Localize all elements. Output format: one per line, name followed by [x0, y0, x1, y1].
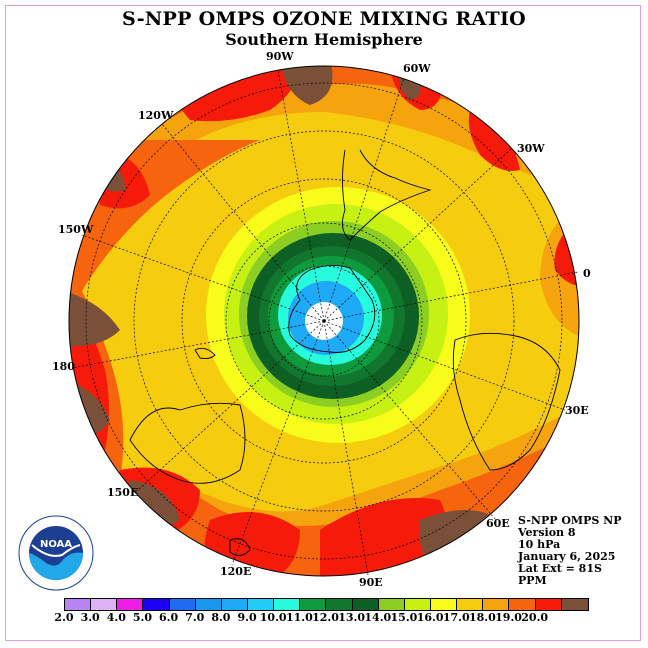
colorbar-tick-label: 10.0: [259, 611, 287, 624]
lon-label-90w: 90W: [266, 50, 294, 63]
colorbar-tick-label: 16.0: [416, 611, 444, 624]
lon-label-30e: 30E: [565, 404, 589, 417]
colorbar-tick-label: 20.0: [521, 611, 549, 624]
colorbar: [64, 598, 589, 611]
island-coast: [229, 538, 251, 556]
colorbar-swatch: [169, 599, 196, 610]
info-instrument: S-NPP OMPS NP: [518, 514, 622, 527]
contour-20-w1: [69, 290, 120, 346]
colorbar-swatch: [143, 599, 170, 610]
colorbar-swatch: [378, 599, 405, 610]
colorbar-swatch: [326, 599, 353, 610]
africa-coast: [452, 332, 561, 471]
colorbar-tick-label: 3.0: [80, 611, 100, 624]
lon-label-30w: 30W: [517, 142, 545, 155]
lon-label-120w: 120W: [138, 109, 174, 122]
colorbar-tick-label: 6.0: [159, 611, 179, 624]
colorbar-swatch: [430, 599, 458, 610]
colorbar-tick-label: 12.0: [312, 611, 339, 624]
colorbar-tick-label: 18.0: [468, 611, 496, 624]
contour-20-n1: [280, 66, 333, 105]
australia-coast: [129, 402, 246, 484]
info-version: Version 8: [518, 526, 576, 539]
colorbar-tick-label: 7.0: [185, 611, 205, 624]
svg-text:NOAA: NOAA: [40, 539, 72, 550]
colorbar-swatch: [274, 599, 301, 610]
lon-label-120e: 120E: [220, 565, 252, 578]
info-date: January 6, 2025: [518, 550, 616, 563]
colorbar-tick-label: 11.0: [285, 611, 313, 624]
lon-label-60w: 60W: [403, 62, 431, 75]
info-block: S-NPP OMPS NP Version 8 10 hPa January 6…: [518, 515, 621, 587]
colorbar-swatch: [404, 599, 431, 610]
colorbar-swatch: [91, 599, 118, 610]
south-america-coast: [341, 149, 432, 241]
info-level: 10 hPa: [518, 538, 561, 551]
contour-20-nw: [100, 160, 125, 192]
noaa-logo: NOAA: [18, 515, 94, 591]
lon-label-180: 180: [52, 360, 75, 373]
colorbar-tick-label: 19.0: [495, 611, 522, 624]
info-units: PPM: [518, 574, 547, 587]
graticule: [71, 69, 579, 576]
colorbar-tick-label: 15.0: [390, 611, 418, 624]
colorbar-tick-label: 9.0: [237, 611, 257, 624]
lon-label-60e: 60E: [486, 517, 510, 530]
lon-label-0: 0: [583, 267, 591, 280]
colorbar-tick-label: 13.0: [338, 611, 366, 624]
colorbar-swatch: [300, 599, 327, 610]
antarctica-coast: [288, 265, 376, 353]
coastlines: [129, 149, 561, 556]
colorbar-swatch: [247, 599, 275, 610]
colorbar-swatch: [221, 599, 248, 610]
contour-19-s2: [204, 511, 300, 576]
colorbar-tick-label: 17.0: [442, 611, 470, 624]
colorbar-swatch: [483, 599, 510, 610]
nz-coast: [194, 347, 216, 360]
colorbar-swatch: [457, 599, 484, 610]
colorbar-tick-label: 8.0: [211, 611, 231, 624]
colorbar-swatch: [352, 599, 379, 610]
colorbar-swatch: [195, 599, 222, 610]
lon-label-150e: 150E: [107, 486, 139, 499]
colorbar-tick-label: 2.0: [54, 611, 74, 624]
map-boundary: [68, 65, 580, 577]
colorbar-tick-label: 4.0: [106, 611, 126, 624]
colorbar-swatch: [561, 599, 588, 610]
lon-label-90e: 90E: [359, 576, 383, 589]
contour-19-ne: [468, 110, 520, 171]
colorbar-swatch: [509, 599, 536, 610]
colorbar-tick-label: 5.0: [132, 611, 152, 624]
colorbar-tick-label: 14.0: [364, 611, 392, 624]
colorbar-swatch: [535, 599, 562, 610]
page-title: S-NPP OMPS OZONE MIXING RATIO: [121, 8, 527, 30]
colorbar-swatch: [117, 599, 144, 610]
contour-17-north: [69, 66, 579, 330]
info-lat-ext: Lat Ext = 81S: [518, 562, 602, 575]
page-subtitle: Southern Hemisphere: [225, 30, 423, 49]
colorbar-swatch: [65, 599, 92, 610]
lon-label-150w: 150W: [58, 223, 94, 236]
plot-frame: [5, 5, 641, 641]
